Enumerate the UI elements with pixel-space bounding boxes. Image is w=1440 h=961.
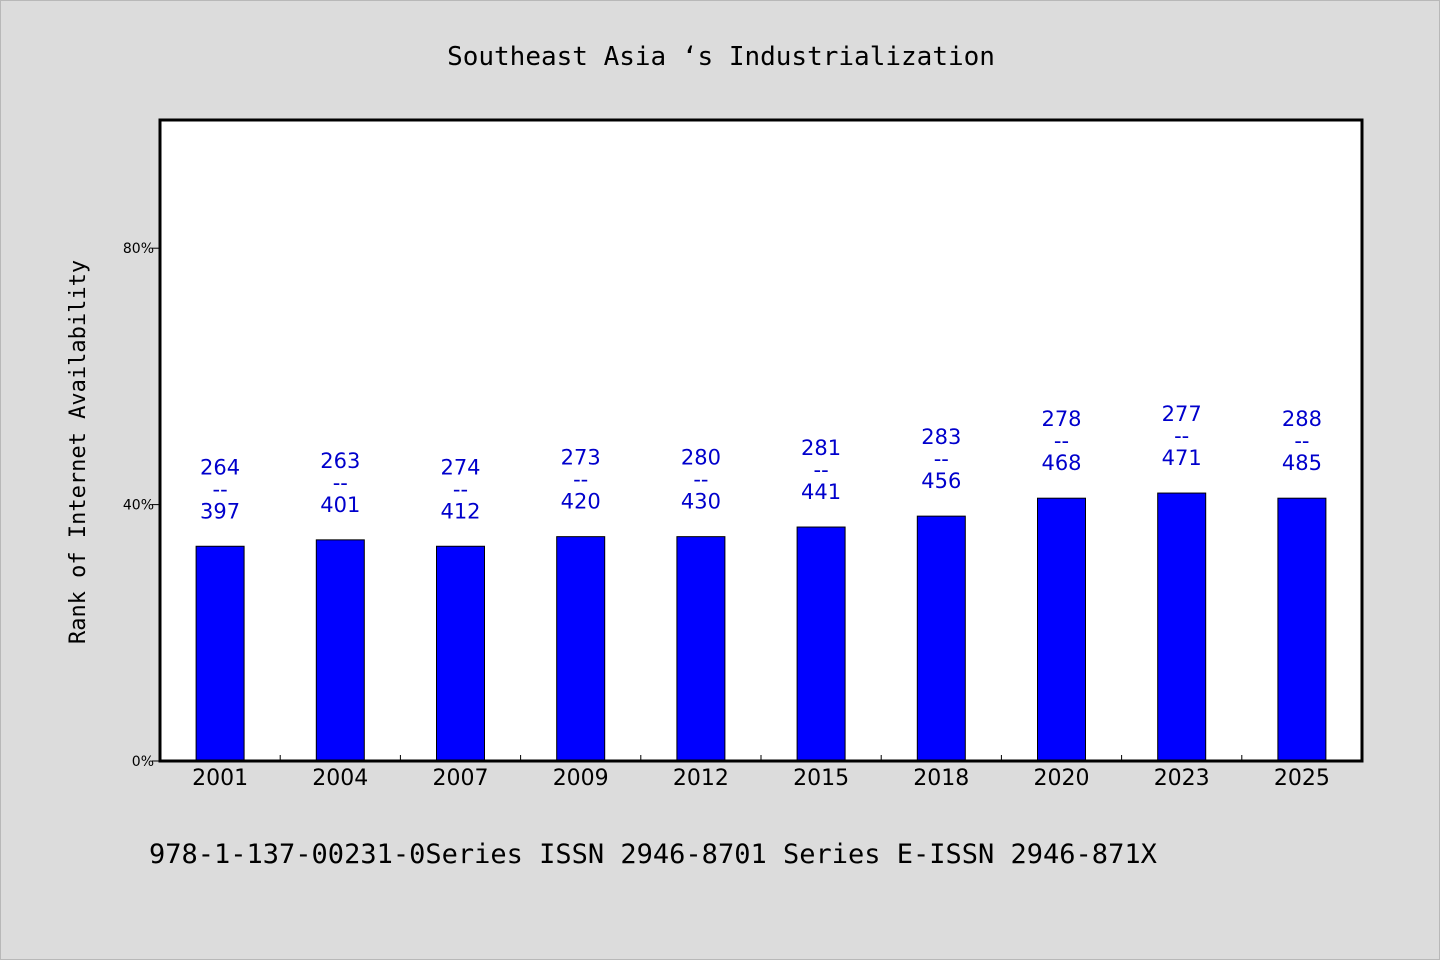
bar-label-top-2012: 280 (681, 446, 721, 470)
bar-label-bottom-2018: 456 (921, 469, 961, 493)
bar-label-sep-2015: -- (814, 458, 829, 482)
bar-2009 (556, 536, 606, 762)
bar-label-top-2018: 283 (921, 425, 961, 449)
x-tick-label-2025: 2025 (1274, 766, 1330, 791)
bar-label-top-2025: 288 (1282, 407, 1322, 431)
bar-label-sep-2001: -- (213, 477, 228, 501)
bar-2015 (796, 526, 846, 762)
bar-label-bottom-2009: 420 (561, 490, 601, 514)
bar-label-sep-2007: -- (453, 477, 468, 501)
bar-label-top-2009: 273 (561, 446, 601, 470)
bar-group (195, 492, 1327, 762)
x-tick-label-2018: 2018 (913, 766, 969, 791)
bar-2004 (315, 539, 365, 762)
bar-2023 (1157, 492, 1207, 762)
bar-2018 (916, 515, 966, 762)
bar-label-sep-2020: -- (1054, 429, 1069, 453)
x-tick-label-2001: 2001 (192, 766, 248, 791)
bar-label-bottom-2007: 412 (440, 499, 480, 523)
x-tick-label-2004: 2004 (312, 766, 368, 791)
x-axis: 2001 2004 2007 2009 2012 2015 2018 2020 2023 2025 (192, 755, 1330, 791)
y-axis-label: Rank of Internet Availability (66, 260, 91, 644)
bar-label-bottom-2001: 397 (200, 499, 240, 523)
chart-title: Southeast Asia ‘s Industrialization (447, 42, 995, 72)
y-tick-label-80%: 80% (123, 241, 154, 257)
x-tick-label-2007: 2007 (433, 766, 489, 791)
bar-label-bottom-2012: 430 (681, 490, 721, 514)
y-axis: 0% 40% 80% (123, 241, 160, 770)
bar-2025 (1277, 497, 1327, 762)
y-tick-label-0%: 0% (132, 754, 154, 770)
bar-label-bottom-2023: 471 (1162, 446, 1202, 470)
bar-label-top-2004: 263 (320, 449, 360, 473)
bar-label-bottom-2015: 441 (801, 480, 841, 504)
bar-label-bottom-2025: 485 (1282, 451, 1322, 475)
bar-label-top-2007: 274 (440, 455, 480, 479)
bar-2020 (1037, 497, 1086, 762)
bar-2012 (676, 536, 726, 762)
bar-label-top-2001: 264 (200, 455, 240, 479)
x-tick-label-2023: 2023 (1154, 766, 1210, 791)
bar-label-sep-2012: -- (693, 468, 708, 492)
bar-label-sep-2018: -- (934, 447, 949, 471)
x-tick-label-2015: 2015 (793, 766, 849, 791)
x-tick-label-2020: 2020 (1034, 766, 1090, 791)
bar-label-bottom-2020: 468 (1041, 451, 1081, 475)
bar-label-top-2020: 278 (1041, 407, 1081, 431)
bar-label-sep-2009: -- (573, 468, 588, 492)
x-tick-label-2009: 2009 (553, 766, 609, 791)
footer-isbn-issn: 978-1-137-00231-0Series ISSN 2946-8701 S… (149, 839, 1157, 870)
y-tick-label-40%: 40% (123, 498, 154, 514)
x-tick-label-2012: 2012 (673, 766, 729, 791)
bar-label-top-2015: 281 (801, 436, 841, 460)
bar-label-group: 264--397263--401274--412273--420280--430… (200, 402, 1322, 523)
bar-label-sep-2023: -- (1174, 424, 1189, 448)
bar-2001 (195, 545, 245, 762)
bar-2007 (436, 545, 485, 762)
bar-label-sep-2025: -- (1294, 429, 1309, 453)
bar-label-bottom-2004: 401 (320, 493, 360, 517)
bar-label-top-2023: 277 (1162, 402, 1202, 426)
bar-label-sep-2004: -- (333, 471, 348, 495)
